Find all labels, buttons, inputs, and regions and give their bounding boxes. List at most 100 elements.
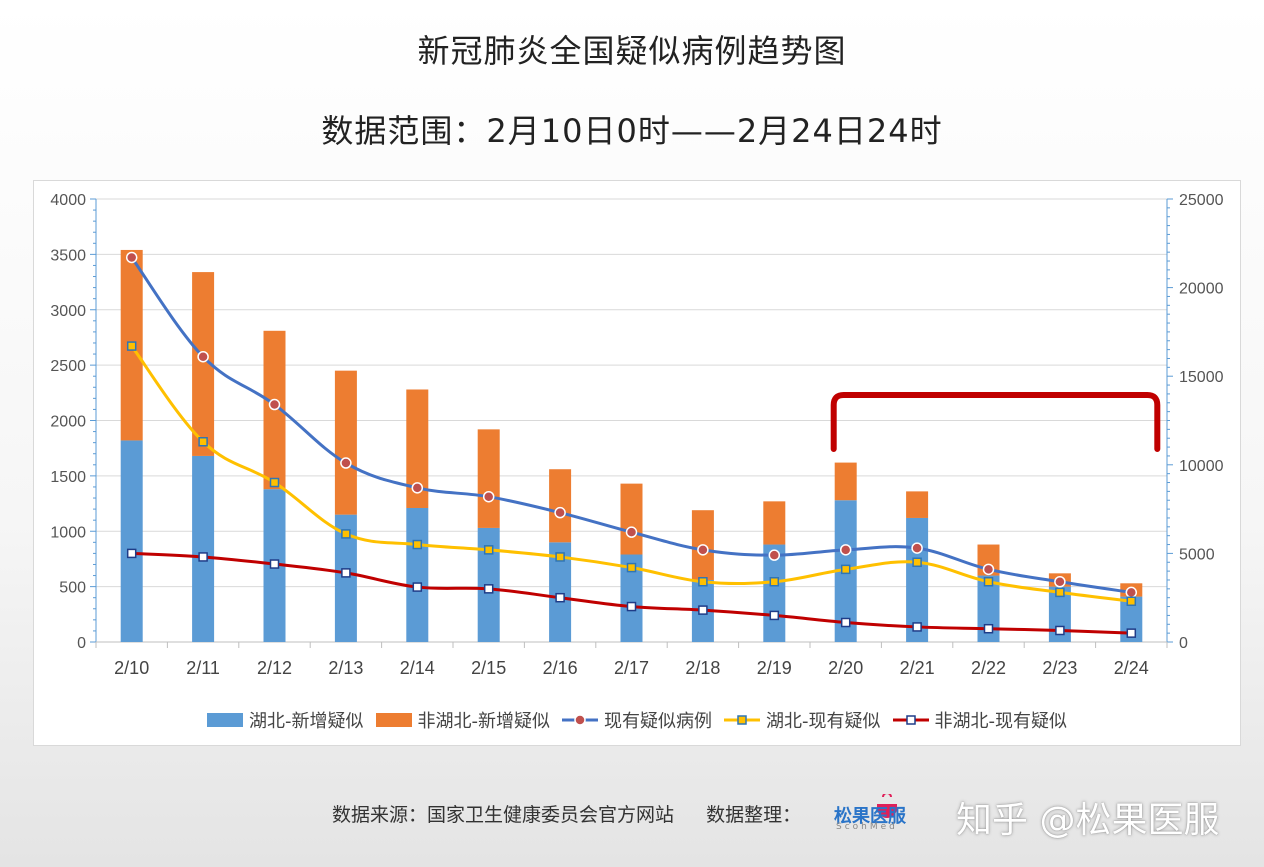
logo-subtext: ScohMed [836, 822, 898, 832]
x-axis-tick-label: 2/23 [1042, 658, 1077, 678]
point-current-suspected [839, 544, 852, 556]
left-axis-tick-label: 1500 [50, 469, 86, 486]
point-current-suspected [625, 526, 638, 538]
left-axis-tick-label: 3000 [50, 303, 86, 320]
point-current-suspected [911, 542, 923, 554]
chart-title: 新冠肺炎全国疑似病例趋势图 [417, 32, 847, 70]
x-axis-tick-label: 2/12 [257, 658, 292, 678]
legend-item: 非湖北-现有疑似 [892, 707, 1068, 733]
point-nonhubei-current [840, 617, 851, 628]
data-source-text: 数据来源：国家卫生健康委员会官方网站 [332, 804, 675, 826]
bar-hubei-new [1120, 596, 1143, 642]
data-organizer-text: 数据整理： [706, 804, 802, 826]
x-axis-tick-label: 2/15 [471, 658, 506, 678]
x-axis-tick-label: 2/19 [757, 658, 792, 678]
x-axis-tick-label: 2/24 [1114, 658, 1149, 678]
right-axis-tick-label: 20000 [1179, 281, 1224, 298]
x-axis-tick-label: 2/11 [186, 658, 220, 678]
legend-label: 现有疑似病例 [604, 711, 712, 732]
left-axis-tick-label: 4000 [50, 192, 86, 209]
bar-nonhubei-new [549, 469, 572, 543]
right-axis-tick-label: 0 [1179, 635, 1188, 652]
point-current-suspected [768, 549, 781, 561]
legend-item: 湖北-新增疑似 [207, 707, 364, 733]
point-current-suspected [482, 490, 495, 503]
left-axis-tick-label: 1000 [50, 524, 86, 541]
bar-hubei-new [1048, 586, 1071, 642]
bar-nonhubei-new [834, 462, 857, 501]
legend-swatch [207, 713, 243, 727]
x-axis-tick-label: 2/10 [114, 658, 149, 678]
point-hubei-current [1126, 596, 1137, 606]
point-current-suspected [697, 544, 709, 556]
bar-nonhubei-new [620, 483, 643, 555]
footer: 数据来源：国家卫生健康委员会官方网站 数据整理： [332, 800, 827, 827]
point-hubei-current [555, 552, 565, 562]
bar-nonhubei-new [192, 272, 215, 456]
bar-nonhubei-new [406, 389, 429, 508]
x-axis-tick-label: 2/16 [543, 658, 578, 678]
point-nonhubei-current [126, 548, 137, 559]
bar-nonhubei-new [477, 429, 500, 528]
point-nonhubei-current [341, 568, 351, 578]
chart-legend: 湖北-新增疑似 非湖北-新增疑似 现有疑似病例 湖北-现有疑似 非湖北-现有疑似 [34, 707, 1240, 733]
point-nonhubei-current [555, 592, 565, 603]
point-current-suspected [1125, 586, 1138, 599]
point-hubei-current [198, 437, 208, 447]
point-hubei-current [341, 529, 351, 539]
bar-hubei-new [763, 544, 786, 642]
point-nonhubei-current [483, 584, 494, 594]
legend-swatch [375, 713, 412, 727]
point-nonhubei-current [983, 623, 994, 634]
cup-icon [877, 794, 897, 818]
watermark: 知乎 @松果医服 [956, 800, 1220, 841]
point-current-suspected [1054, 576, 1066, 588]
x-axis-tick-label: 2/21 [900, 658, 935, 678]
legend-label: 湖北-新增疑似 [249, 711, 364, 732]
scohmed-logo: 松果医服 ScohMed [834, 790, 940, 834]
left-axis-tick-label: 500 [59, 580, 86, 597]
right-axis-tick-label: 5000 [1179, 546, 1215, 563]
legend-label: 非湖北-新增疑似 [417, 711, 551, 732]
point-current-suspected [340, 457, 352, 469]
x-axis-tick-label: 2/17 [614, 658, 649, 678]
bar-hubei-new [120, 440, 143, 642]
x-axis-tick-label: 2/18 [685, 658, 720, 678]
right-axis-tick-label: 10000 [1179, 458, 1224, 475]
right-axis-tick-label: 15000 [1179, 369, 1224, 386]
legend-line-marker [892, 713, 929, 727]
x-axis-tick-label: 2/13 [328, 658, 363, 678]
point-hubei-current [483, 545, 494, 555]
legend-label: 非湖北-现有疑似 [934, 711, 1068, 732]
bar-nonhubei-new [334, 370, 357, 515]
chart-svg: 0 500 1000 1500 2000 2500 3000 3500 4000 0 5000 100… [50, 192, 1224, 678]
legend-label: 湖北-现有疑似 [766, 711, 881, 732]
chart-panel: 0 500 1000 1500 2000 2500 3000 3500 4000 0 5000 100… [33, 180, 1241, 746]
point-hubei-current [626, 562, 637, 573]
bar-hubei-new [334, 514, 357, 642]
bar-hubei-new [977, 575, 1000, 642]
point-nonhubei-current [626, 601, 637, 612]
left-axis-tick-label: 0 [77, 635, 86, 652]
point-nonhubei-current [198, 552, 208, 562]
x-axis-tick-label: 2/22 [971, 658, 1006, 678]
point-current-suspected [197, 350, 209, 363]
point-nonhubei-current [769, 610, 780, 621]
bar-nonhubei-new [763, 501, 786, 545]
legend-item: 湖北-现有疑似 [724, 707, 881, 733]
point-nonhubei-current [1126, 628, 1137, 638]
x-axis-tick-label: 2/20 [828, 658, 863, 678]
point-hubei-current [126, 341, 137, 351]
point-current-suspected [125, 251, 138, 264]
point-current-suspected [268, 398, 281, 411]
point-hubei-current [269, 477, 280, 488]
point-current-suspected [554, 506, 566, 519]
logo-text: 松果医服 [834, 806, 906, 827]
point-nonhubei-current [912, 622, 922, 632]
bar-hubei-new [620, 554, 643, 642]
legend-line-marker [562, 713, 598, 727]
bar-hubei-new [406, 507, 429, 642]
point-nonhubei-current [412, 582, 423, 592]
legend-item: 现有疑似病例 [562, 707, 712, 733]
point-hubei-current [769, 577, 780, 587]
